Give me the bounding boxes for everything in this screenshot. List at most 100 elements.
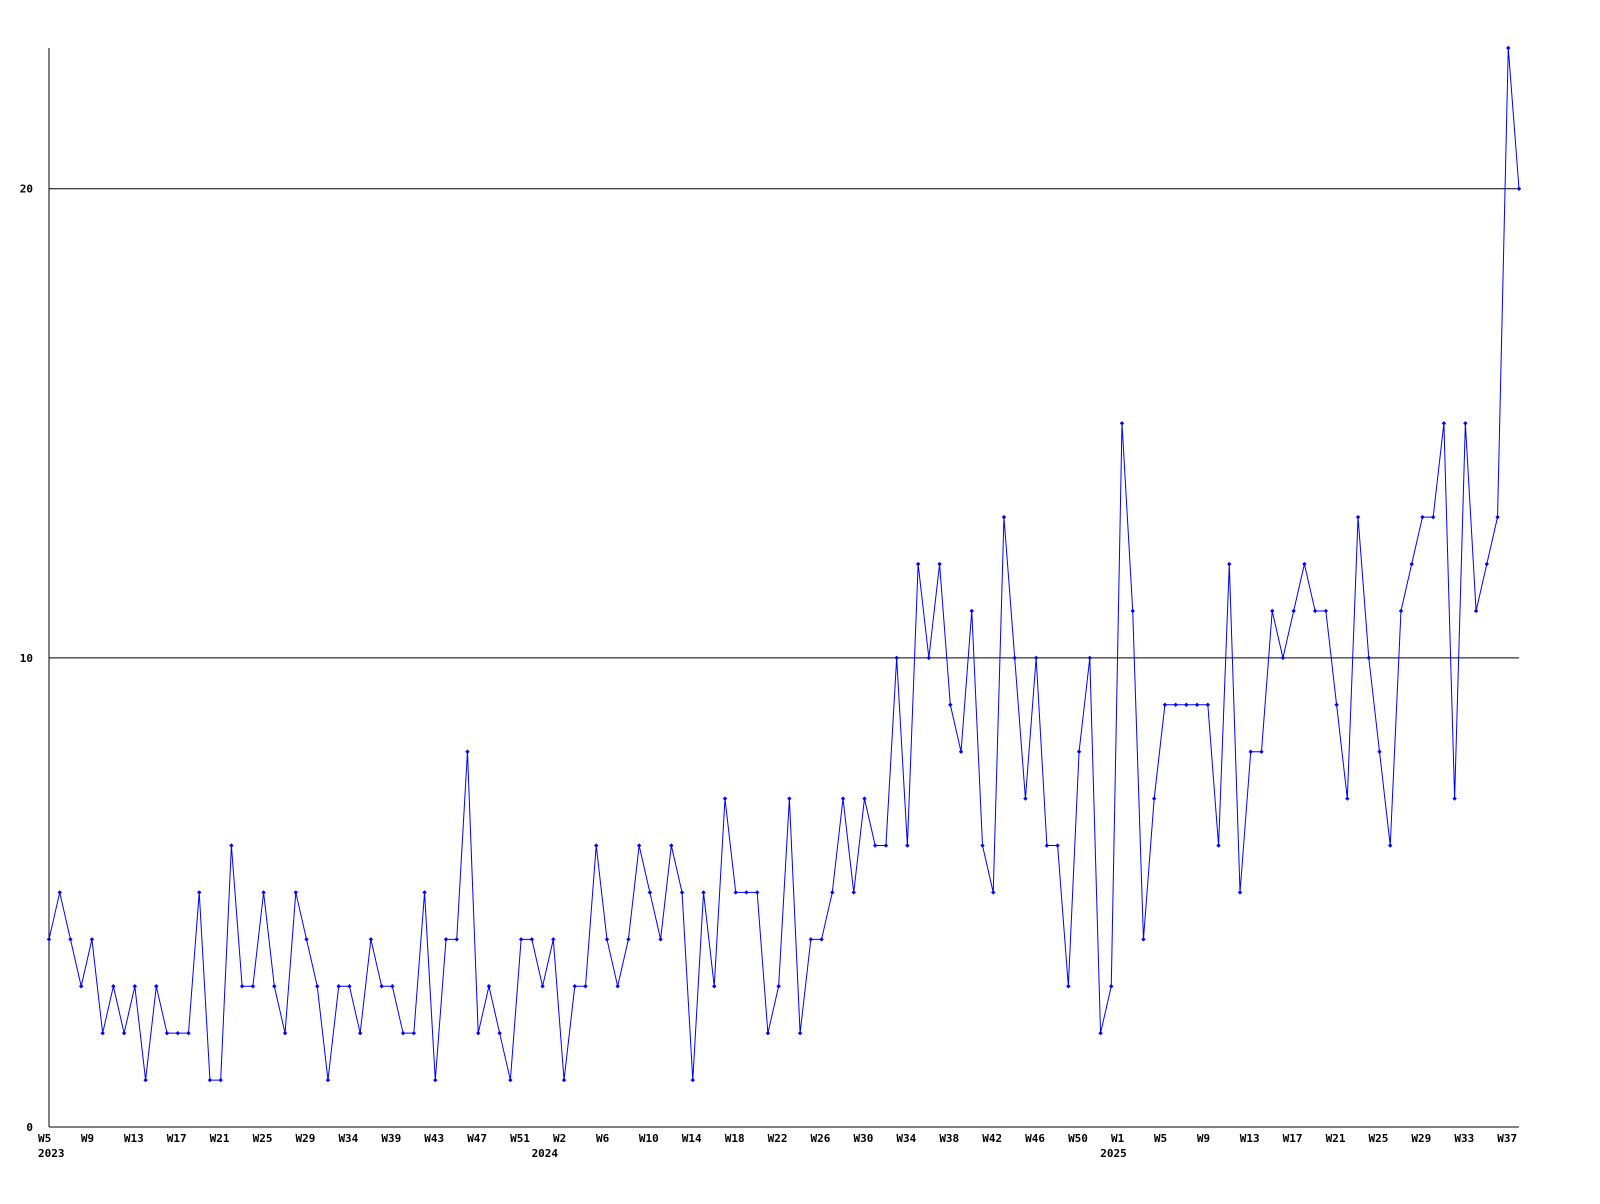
point xyxy=(1506,45,1511,51)
point xyxy=(229,843,234,848)
point xyxy=(132,984,138,989)
point xyxy=(1430,514,1436,520)
point xyxy=(1109,984,1114,989)
point xyxy=(915,561,921,567)
point xyxy=(701,890,706,895)
point xyxy=(325,1077,331,1083)
point xyxy=(1055,843,1060,848)
point xyxy=(529,937,535,942)
point xyxy=(304,937,309,942)
point xyxy=(207,1077,213,1083)
x-tick-label: W50 xyxy=(1068,1132,1088,1145)
point xyxy=(1291,608,1296,614)
point xyxy=(733,890,738,895)
x-tick-label: W6 xyxy=(596,1132,610,1145)
point xyxy=(272,984,277,989)
point xyxy=(1398,608,1404,614)
point xyxy=(787,796,792,801)
x-tick-label: W33 xyxy=(1454,1132,1474,1145)
point xyxy=(1162,702,1168,707)
point xyxy=(1366,655,1371,661)
point xyxy=(583,984,588,989)
x-tick-label: W14 xyxy=(682,1132,702,1145)
point xyxy=(744,890,749,895)
point xyxy=(100,1030,105,1036)
point xyxy=(1098,1030,1103,1036)
point xyxy=(679,890,685,895)
x-tick-label: W25 xyxy=(1369,1132,1389,1145)
point xyxy=(400,1030,406,1036)
point xyxy=(68,937,73,942)
point xyxy=(690,1077,695,1083)
point xyxy=(121,1030,127,1036)
point xyxy=(776,984,781,989)
point xyxy=(980,843,985,848)
point xyxy=(143,1077,148,1083)
point xyxy=(636,843,642,848)
point xyxy=(905,843,910,848)
x-tick-label: W29 xyxy=(1411,1132,1431,1145)
y-tick-label: 0 xyxy=(26,1121,33,1134)
point xyxy=(368,937,374,942)
point xyxy=(765,1030,771,1036)
point xyxy=(1119,421,1125,426)
point xyxy=(1087,655,1093,661)
point xyxy=(57,890,62,895)
point xyxy=(722,796,728,801)
point xyxy=(1463,421,1468,426)
point xyxy=(1345,796,1350,801)
point xyxy=(315,984,320,989)
x-tick-label: W29 xyxy=(296,1132,316,1145)
point xyxy=(1141,937,1146,942)
point xyxy=(1259,749,1264,754)
point xyxy=(508,1077,513,1083)
x-year-label: 2025 xyxy=(1100,1147,1127,1160)
x-tick-label: W51 xyxy=(510,1132,530,1145)
point xyxy=(669,843,674,848)
x-tick-label: W47 xyxy=(467,1132,487,1145)
point xyxy=(465,749,470,754)
point xyxy=(926,655,932,661)
point xyxy=(1452,796,1457,801)
x-tick-label: W34 xyxy=(338,1132,358,1145)
x-tick-label: W18 xyxy=(725,1132,745,1145)
point xyxy=(186,1030,191,1036)
x-tick-label: W17 xyxy=(1283,1132,1303,1145)
point xyxy=(497,1030,502,1036)
y-tick-label: 10 xyxy=(20,652,33,665)
x-tick-label: W34 xyxy=(896,1132,916,1145)
point xyxy=(894,655,899,661)
x-tick-label: W9 xyxy=(1197,1132,1210,1145)
x-tick-label: W13 xyxy=(124,1132,144,1145)
point xyxy=(1495,514,1500,520)
point xyxy=(411,1030,417,1036)
point xyxy=(239,984,245,989)
point xyxy=(1484,561,1490,567)
point xyxy=(604,937,610,942)
x-tick-label: W37 xyxy=(1497,1132,1517,1145)
point xyxy=(862,796,867,801)
point xyxy=(1184,702,1189,707)
point xyxy=(282,1030,288,1036)
point xyxy=(175,1030,180,1036)
x-tick-label: W30 xyxy=(853,1132,873,1145)
point xyxy=(830,890,835,895)
point xyxy=(658,937,663,942)
point xyxy=(78,984,84,989)
x-tick-label: W42 xyxy=(982,1132,1002,1145)
point xyxy=(1151,796,1157,801)
point xyxy=(154,984,159,989)
point xyxy=(1194,702,1200,707)
point xyxy=(572,984,577,989)
point xyxy=(540,984,545,989)
point xyxy=(1023,796,1028,801)
point xyxy=(1516,186,1522,191)
point xyxy=(615,984,620,989)
point xyxy=(1355,514,1361,520)
point xyxy=(1409,561,1414,567)
point xyxy=(851,890,856,895)
point xyxy=(1227,561,1232,567)
point xyxy=(754,890,760,895)
x-tick-label: W22 xyxy=(768,1132,788,1145)
x-tick-label: W9 xyxy=(81,1132,94,1145)
